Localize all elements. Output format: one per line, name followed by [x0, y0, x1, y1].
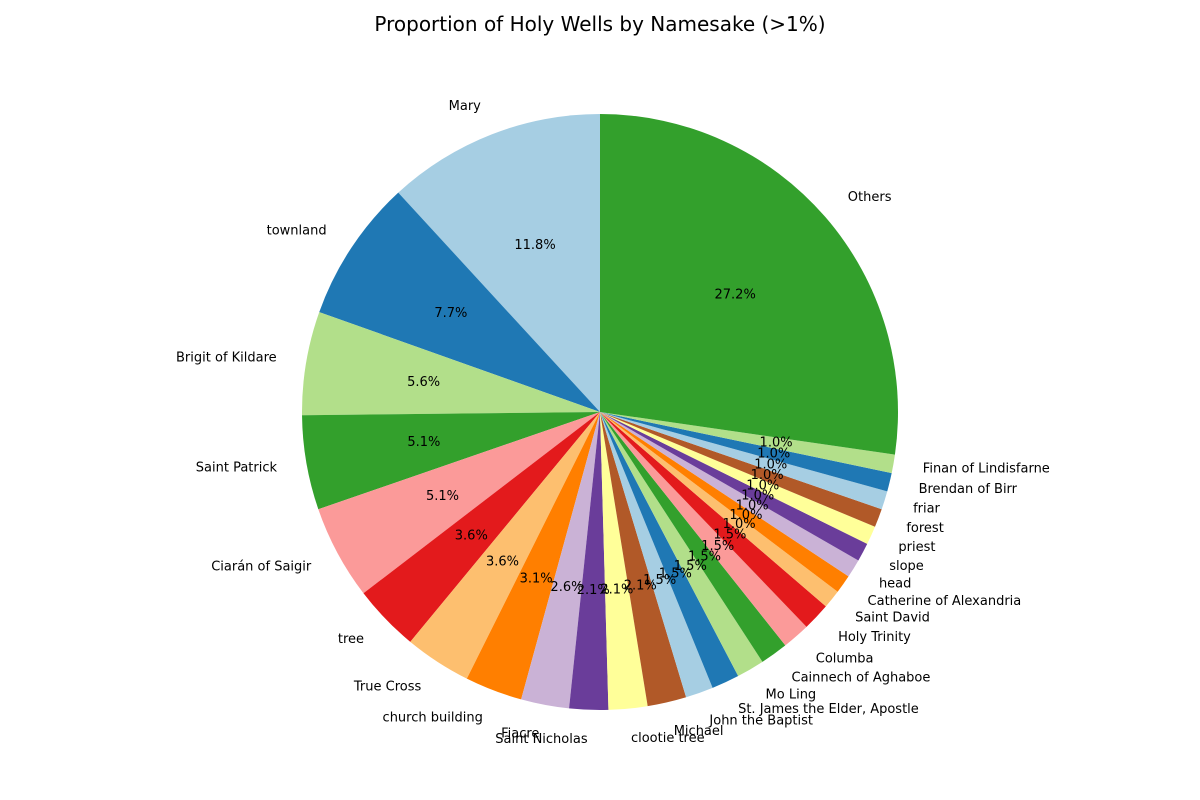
slice-percent-mo-ling: 1.5% — [674, 559, 707, 574]
pie-slice-true-cross — [410, 412, 600, 679]
slice-percent-brigit-of-kildare: 5.6% — [407, 375, 440, 390]
slice-percent-st-james-the-elder-apostle: 1.5% — [659, 567, 692, 582]
pie-slice-mo-ling — [600, 412, 763, 677]
slice-label-saint-david: Saint David — [855, 610, 930, 625]
slice-percent-townland: 7.7% — [434, 306, 467, 321]
pie-slice-cainnech-of-aghaboe — [600, 412, 786, 662]
pie-slice-michael — [600, 412, 687, 707]
slice-percent-true-cross: 3.6% — [486, 554, 519, 569]
pie-slice-john-the-baptist — [600, 412, 713, 698]
pie-slice-slope — [600, 412, 868, 561]
slice-label-tree: tree — [338, 632, 364, 647]
slice-label-st-james-the-elder-apostle: St. James the Elder, Apostle — [738, 702, 919, 717]
slice-label-john-the-baptist: John the Baptist — [708, 714, 813, 729]
slice-percent-cainnech-of-aghaboe: 1.5% — [688, 550, 721, 565]
slice-label-brigit-of-kildare: Brigit of Kildare — [176, 351, 277, 366]
slice-percent-friar: 1.0% — [754, 457, 787, 472]
pie-slice-mary — [398, 114, 600, 412]
slice-label-michael: Michael — [674, 724, 724, 739]
pie-slice-finan-of-lindisfarne — [600, 412, 895, 474]
slice-label-finan-of-lindisfarne: Finan of Lindisfarne — [923, 462, 1050, 477]
slice-percent-saint-david: 1.0% — [723, 517, 756, 532]
pie-labels: Mary townland Brigit of Kildare Saint Patri… — [176, 99, 1050, 747]
slice-percent-tree: 3.6% — [455, 529, 488, 544]
pie-slice-st-james-the-elder-apostle — [600, 412, 739, 688]
slice-label-saint-patrick: Saint Patrick — [196, 461, 278, 476]
pie-slice-friar — [600, 412, 888, 510]
slice-label-forest: forest — [906, 521, 943, 536]
pie-slice-church-building — [466, 412, 600, 700]
slice-label-townland: townland — [267, 224, 327, 239]
pie-slice-saint-david — [600, 412, 838, 607]
slice-label-ciaran-of-saigir: Ciarán of Saigir — [211, 560, 312, 575]
slice-label-church-building: church building — [383, 711, 483, 726]
pie-slice-columba — [600, 412, 807, 646]
pie-percent-labels: 11.8%7.7%5.6%5.1%5.1%3.6%3.6%3.1%2.6%2.1… — [407, 238, 792, 598]
slice-percent-clootie-tree: 2.1% — [600, 583, 633, 598]
pie-slice-tree — [363, 412, 600, 642]
slice-percent-church-building: 3.1% — [520, 571, 553, 586]
slice-label-columba: Columba — [816, 651, 874, 666]
slice-percent-fiacre: 2.6% — [550, 580, 583, 595]
slice-label-priest: priest — [898, 540, 935, 555]
slice-label-clootie-tree: clootie tree — [631, 731, 705, 746]
slice-label-others: Others — [848, 190, 892, 205]
slice-percent-finan-of-lindisfarne: 1.0% — [760, 436, 793, 451]
pie-slice-townland — [319, 192, 600, 412]
slice-label-head: head — [879, 577, 911, 592]
slice-label-holy-trinity: Holy Trinity — [838, 630, 911, 645]
slice-percent-slope: 1.0% — [741, 489, 774, 504]
pie-slice-fiacre — [521, 412, 600, 709]
pie-slices — [302, 114, 898, 710]
slice-percent-catherine-of-alexandria: 1.0% — [729, 508, 762, 523]
slice-percent-saint-nicholas: 2.1% — [577, 583, 610, 598]
chart-title: Proportion of Holy Wells by Namesake (>1… — [374, 12, 825, 36]
pie-slice-forest — [600, 412, 882, 527]
pie-slice-saint-nicholas — [569, 412, 609, 710]
slice-percent-mary: 11.8% — [514, 238, 555, 253]
slice-percent-ciaran-of-saigir: 5.1% — [426, 489, 459, 504]
slice-label-true-cross: True Cross — [353, 679, 422, 694]
slice-percent-saint-patrick: 5.1% — [407, 435, 440, 450]
slice-label-brendan-of-birr: Brendan of Birr — [919, 482, 1018, 497]
slice-percent-priest: 1.0% — [746, 479, 779, 494]
slice-percent-holy-trinity: 1.5% — [713, 527, 746, 542]
pie-slice-catherine-of-alexandria — [600, 412, 849, 592]
slice-label-fiacre: Fiacre — [501, 727, 539, 742]
pie-slice-saint-patrick — [302, 412, 600, 510]
slice-percent-head: 1.0% — [736, 498, 769, 513]
slice-label-catherine-of-alexandria: Catherine of Alexandria — [868, 594, 1022, 609]
slice-label-saint-nicholas: Saint Nicholas — [495, 732, 588, 747]
pie-slice-brendan-of-birr — [600, 412, 892, 492]
slice-label-friar: friar — [913, 502, 940, 517]
slice-label-mary: Mary — [449, 99, 482, 114]
pie-slice-brigit-of-kildare — [302, 312, 600, 416]
pie-slice-priest — [600, 412, 876, 544]
slice-percent-others: 27.2% — [715, 287, 756, 302]
slice-percent-brendan-of-birr: 1.0% — [757, 447, 790, 462]
slice-percent-columba: 1.5% — [701, 539, 734, 554]
pie-slice-clootie-tree — [600, 412, 648, 710]
pie-slice-ciaran-of-saigir — [318, 412, 600, 594]
pie-slice-head — [600, 412, 859, 577]
slice-label-slope: slope — [889, 559, 924, 574]
pie-slice-holy-trinity — [600, 412, 826, 627]
slice-percent-john-the-baptist: 1.5% — [643, 573, 676, 588]
slice-percent-forest: 1.0% — [751, 468, 784, 483]
slice-label-cainnech-of-aghaboe: Cainnech of Aghaboe — [792, 671, 931, 686]
slice-percent-michael: 2.1% — [624, 579, 657, 594]
pie-slice-others — [600, 114, 898, 455]
slice-label-mo-ling: Mo Ling — [766, 687, 817, 702]
